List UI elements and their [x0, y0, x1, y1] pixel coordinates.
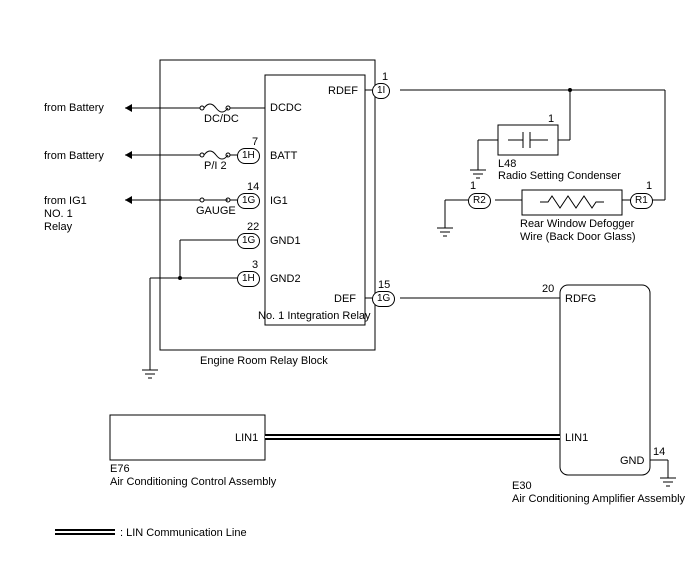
fuse-dcdc: DC/DC: [204, 113, 239, 125]
legend-text: : LIN Communication Line: [120, 527, 247, 539]
ac-amp-name: Air Conditioning Amplifier Assembly: [512, 493, 685, 505]
ac-amp-rdfg-num: 20: [542, 283, 554, 295]
defogger-name: Rear Window Defogger Wire (Back Door Gla…: [520, 218, 636, 244]
ac-amp-rdfg: RDFG: [565, 293, 596, 305]
pin-rdef-label: RDEF: [328, 85, 358, 97]
relay-block-label: Engine Room Relay Block: [200, 355, 328, 367]
source-battery1: from Battery: [44, 102, 104, 114]
ac-ctrl-ref: E76: [110, 463, 130, 475]
fuse-gauge: GAUGE: [196, 205, 236, 217]
condenser-ref: L48: [498, 158, 516, 170]
pin-ig1-label: IG1: [270, 195, 288, 207]
pin-ig1-num: 14: [247, 181, 259, 193]
pin-gnd1-label: GND1: [270, 235, 301, 247]
pin-def-num: 15: [378, 279, 390, 291]
defogger-r2: R2: [468, 193, 491, 209]
pin-def-conn: 1G: [372, 291, 395, 307]
pin-batt-label: BATT: [270, 150, 297, 162]
pin-batt-num: 7: [252, 136, 258, 148]
condenser-pin: 1: [548, 113, 554, 125]
condenser-name: Radio Setting Condenser: [498, 170, 621, 182]
ac-ctrl-name: Air Conditioning Control Assembly: [110, 476, 276, 488]
pin-def-label: DEF: [334, 293, 356, 305]
pin-ig1-conn: 1G: [237, 193, 260, 209]
ac-amp-ref: E30: [512, 480, 532, 492]
source-ig1: from IG1 NO. 1 Relay: [44, 195, 87, 234]
wiring-diagram: from Battery from Battery from IG1 NO. 1…: [0, 0, 691, 562]
pin-batt-conn: 1H: [237, 148, 260, 164]
pin-dcdc-label: DCDC: [270, 102, 302, 114]
pin-rdef-num: 1: [382, 71, 388, 83]
pin-gnd2-num: 3: [252, 259, 258, 271]
pin-gnd2-label: GND2: [270, 273, 301, 285]
defogger-r1: R1: [630, 193, 653, 209]
ac-amp-gnd: GND: [620, 455, 644, 467]
defogger-r1-num: 1: [646, 180, 652, 192]
ac-amp-lin: LIN1: [565, 432, 588, 444]
source-battery2: from Battery: [44, 150, 104, 162]
inner-relay-label: No. 1 Integration Relay: [258, 310, 371, 322]
pin-gnd1-conn: 1G: [237, 233, 260, 249]
defogger-r2-num: 1: [470, 180, 476, 192]
fuse-pi2: P/I 2: [204, 160, 227, 172]
ac-amp-gnd-num: 14: [653, 446, 665, 458]
pin-rdef-conn: 1I: [372, 83, 390, 99]
ac-ctrl-lin: LIN1: [235, 432, 258, 444]
pin-gnd1-num: 22: [247, 221, 259, 233]
pin-gnd2-conn: 1H: [237, 271, 260, 287]
